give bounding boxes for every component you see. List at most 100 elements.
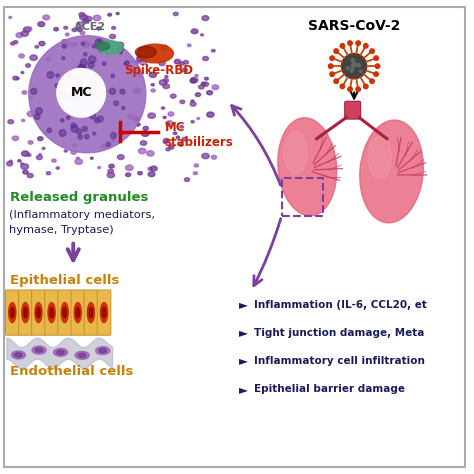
Ellipse shape <box>149 72 156 77</box>
Ellipse shape <box>12 136 18 141</box>
FancyBboxPatch shape <box>97 290 111 335</box>
Ellipse shape <box>50 307 54 318</box>
Circle shape <box>330 72 334 76</box>
Circle shape <box>364 84 368 89</box>
Circle shape <box>83 53 87 56</box>
Circle shape <box>75 97 82 103</box>
Circle shape <box>55 84 59 87</box>
Ellipse shape <box>32 346 46 354</box>
Circle shape <box>78 135 82 139</box>
Text: Epithelial barrier damage: Epithelial barrier damage <box>255 384 405 394</box>
Ellipse shape <box>97 27 101 30</box>
Ellipse shape <box>190 79 196 83</box>
Ellipse shape <box>169 146 174 149</box>
Ellipse shape <box>202 16 209 20</box>
Circle shape <box>358 64 361 67</box>
Circle shape <box>57 68 106 117</box>
Circle shape <box>124 62 127 65</box>
Ellipse shape <box>201 82 206 85</box>
Ellipse shape <box>73 43 77 46</box>
Ellipse shape <box>77 28 82 32</box>
Ellipse shape <box>148 172 155 177</box>
Ellipse shape <box>10 307 14 318</box>
Ellipse shape <box>79 12 85 17</box>
Text: Epithelial cells: Epithelial cells <box>10 273 119 287</box>
Ellipse shape <box>19 54 24 58</box>
Ellipse shape <box>15 353 22 357</box>
Circle shape <box>76 129 82 134</box>
Ellipse shape <box>164 141 166 143</box>
Ellipse shape <box>146 151 154 156</box>
Ellipse shape <box>116 12 119 15</box>
Circle shape <box>31 88 37 94</box>
Ellipse shape <box>180 100 185 103</box>
Ellipse shape <box>75 351 89 359</box>
Ellipse shape <box>205 77 209 80</box>
Ellipse shape <box>26 64 30 67</box>
Ellipse shape <box>77 22 84 27</box>
Ellipse shape <box>65 42 73 47</box>
Ellipse shape <box>133 88 140 93</box>
Circle shape <box>64 95 70 102</box>
Ellipse shape <box>112 27 116 29</box>
Circle shape <box>359 70 362 73</box>
Ellipse shape <box>27 111 35 117</box>
Ellipse shape <box>182 137 187 141</box>
Ellipse shape <box>46 58 50 61</box>
Circle shape <box>101 89 106 94</box>
FancyBboxPatch shape <box>45 290 58 335</box>
Ellipse shape <box>109 34 116 39</box>
Text: MC: MC <box>71 86 92 100</box>
Circle shape <box>77 80 83 86</box>
Ellipse shape <box>135 46 156 58</box>
Ellipse shape <box>22 91 27 94</box>
Circle shape <box>328 64 333 68</box>
Ellipse shape <box>278 118 337 216</box>
Ellipse shape <box>159 80 167 85</box>
Ellipse shape <box>195 74 198 77</box>
Circle shape <box>82 42 84 45</box>
Ellipse shape <box>211 155 217 159</box>
Ellipse shape <box>64 150 67 152</box>
FancyBboxPatch shape <box>32 290 46 335</box>
Ellipse shape <box>137 123 140 126</box>
Ellipse shape <box>173 12 178 16</box>
Circle shape <box>375 64 380 68</box>
Text: ►: ► <box>239 298 247 311</box>
Ellipse shape <box>137 44 173 63</box>
Text: Released granules: Released granules <box>10 191 148 204</box>
Ellipse shape <box>57 350 64 355</box>
Ellipse shape <box>190 102 196 106</box>
Circle shape <box>78 82 82 85</box>
Ellipse shape <box>80 31 85 35</box>
Ellipse shape <box>102 307 106 318</box>
FancyBboxPatch shape <box>84 290 98 335</box>
Ellipse shape <box>52 159 56 162</box>
Ellipse shape <box>99 348 107 353</box>
Ellipse shape <box>109 164 114 168</box>
Ellipse shape <box>21 72 24 73</box>
Ellipse shape <box>173 132 177 135</box>
Ellipse shape <box>112 139 115 141</box>
Ellipse shape <box>91 157 93 159</box>
Circle shape <box>88 62 94 68</box>
Ellipse shape <box>134 117 139 120</box>
Circle shape <box>348 41 352 46</box>
Ellipse shape <box>136 124 139 126</box>
Circle shape <box>374 72 378 76</box>
Ellipse shape <box>108 169 113 173</box>
Ellipse shape <box>42 147 45 149</box>
Circle shape <box>354 64 357 66</box>
Ellipse shape <box>7 162 13 166</box>
Ellipse shape <box>11 351 26 359</box>
Ellipse shape <box>13 76 18 80</box>
Text: ►: ► <box>239 383 247 396</box>
Circle shape <box>330 56 334 60</box>
Ellipse shape <box>37 137 43 141</box>
Ellipse shape <box>115 50 118 53</box>
Ellipse shape <box>21 31 28 36</box>
Ellipse shape <box>8 120 14 124</box>
Ellipse shape <box>38 22 45 27</box>
Ellipse shape <box>87 302 94 323</box>
Ellipse shape <box>207 91 212 95</box>
